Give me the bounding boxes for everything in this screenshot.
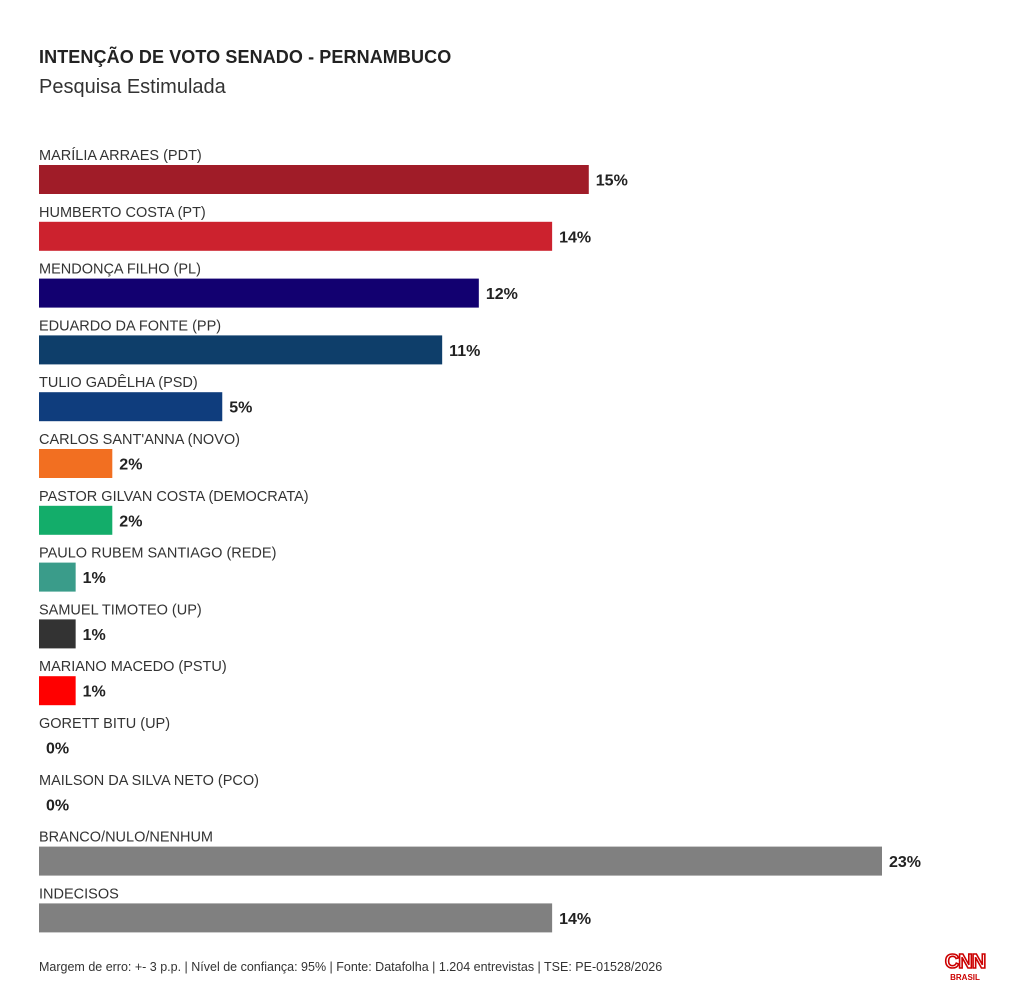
category-label: BRANCO/NULO/NENHUM bbox=[39, 830, 213, 846]
bar bbox=[39, 165, 589, 194]
bar-row: GORETT BITU (UP) 0% bbox=[39, 716, 170, 758]
value-label: 0% bbox=[46, 741, 69, 758]
category-label: HUMBERTO COSTA (PT) bbox=[39, 205, 206, 221]
value-label: 1% bbox=[83, 570, 106, 587]
bar-row: PAULO RUBEM SANTIAGO (REDE) 1% bbox=[39, 546, 276, 592]
category-label: MENDONÇA FILHO (PL) bbox=[39, 262, 201, 278]
bar-row: TULIO GADÊLHA (PSD) 5% bbox=[39, 374, 252, 422]
value-label: 12% bbox=[486, 286, 518, 303]
value-label: 11% bbox=[449, 343, 480, 360]
category-label: TULIO GADÊLHA (PSD) bbox=[39, 374, 198, 391]
value-label: 1% bbox=[83, 627, 106, 644]
category-label: MARIANO MACEDO (PSTU) bbox=[39, 659, 227, 675]
value-label: 2% bbox=[119, 457, 142, 474]
svg-text:CNN: CNN bbox=[945, 951, 986, 973]
bar bbox=[39, 619, 76, 649]
chart-subtitle: Pesquisa Estimulada bbox=[39, 76, 226, 98]
bar bbox=[39, 335, 443, 365]
category-label: SAMUEL TIMOTEO (UP) bbox=[39, 602, 202, 618]
bar bbox=[39, 562, 76, 592]
bar bbox=[39, 505, 113, 535]
category-label: INDECISOS bbox=[39, 886, 119, 902]
value-label: 5% bbox=[229, 400, 252, 417]
bar-row: BRANCO/NULO/NENHUM 23% bbox=[39, 830, 921, 876]
bar-row: MARIANO MACEDO (PSTU) 1% bbox=[39, 659, 227, 706]
bar-row: SAMUEL TIMOTEO (UP) 1% bbox=[39, 602, 202, 649]
bar bbox=[39, 903, 553, 933]
bar bbox=[39, 221, 553, 251]
bar bbox=[39, 392, 223, 422]
value-label: 1% bbox=[83, 684, 106, 701]
bar-row: EDUARDO DA FONTE (PP) 11% bbox=[39, 318, 480, 365]
bar-row: MAILSON DA SILVA NETO (PCO) 0% bbox=[39, 773, 259, 815]
category-label: MAILSON DA SILVA NETO (PCO) bbox=[39, 773, 259, 789]
bar-row: MENDONÇA FILHO (PL) 12% bbox=[39, 262, 518, 308]
bar-row: HUMBERTO COSTA (PT) 14% bbox=[39, 205, 591, 251]
bar-row: CARLOS SANT'ANNA (NOVO) 2% bbox=[39, 432, 240, 478]
bar bbox=[39, 449, 113, 478]
value-label: 15% bbox=[596, 173, 628, 190]
value-label: 14% bbox=[559, 911, 591, 928]
value-label: 14% bbox=[559, 229, 591, 246]
value-label: 2% bbox=[119, 513, 142, 530]
bar-chart: MARÍLIA ARRAES (PDT) 15% HUMBERTO COSTA (P… bbox=[39, 147, 921, 933]
category-label: MARÍLIA ARRAES (PDT) bbox=[39, 147, 202, 164]
category-label: GORETT BITU (UP) bbox=[39, 716, 170, 732]
bar bbox=[39, 676, 76, 706]
value-label: 23% bbox=[889, 854, 921, 871]
category-label: PAULO RUBEM SANTIAGO (REDE) bbox=[39, 546, 276, 562]
chart-title: INTENÇÃO DE VOTO SENADO - PERNAMBUCO bbox=[39, 47, 452, 67]
category-label: EDUARDO DA FONTE (PP) bbox=[39, 318, 221, 334]
value-label: 0% bbox=[46, 797, 69, 814]
bar bbox=[39, 278, 479, 308]
footer-note: Margem de erro: +- 3 p.p. | Nível de con… bbox=[39, 960, 663, 974]
svg-text:BRASIL: BRASIL bbox=[950, 973, 980, 982]
category-label: CARLOS SANT'ANNA (NOVO) bbox=[39, 432, 240, 448]
cnn-brasil-logo: CNN BRASIL bbox=[944, 950, 987, 982]
bar-row: INDECISOS 14% bbox=[39, 886, 591, 933]
bar bbox=[39, 846, 882, 876]
category-label: PASTOR GILVAN COSTA (DEMOCRATA) bbox=[39, 489, 309, 505]
bar-row: PASTOR GILVAN COSTA (DEMOCRATA) 2% bbox=[39, 489, 309, 535]
bar-row: MARÍLIA ARRAES (PDT) 15% bbox=[39, 147, 628, 194]
